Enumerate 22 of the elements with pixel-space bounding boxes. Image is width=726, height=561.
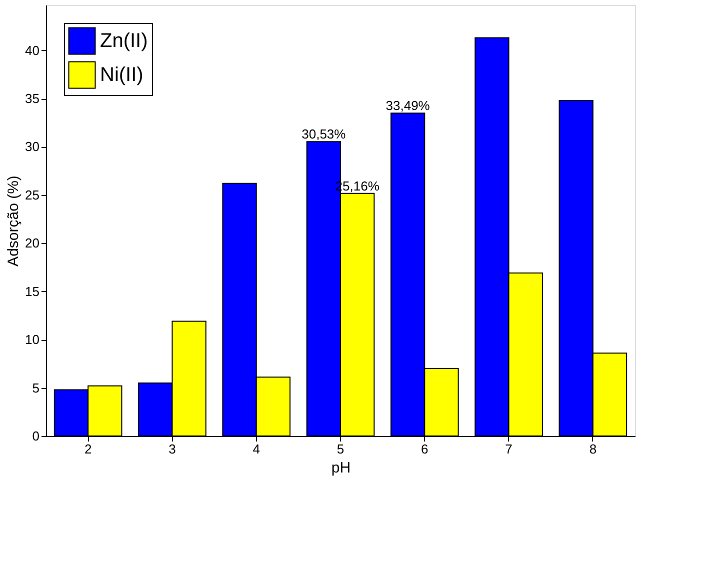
legend-label: Zn(II) [100,30,148,52]
y-tick-label: 15 [25,284,40,299]
y-tick-label: 40 [25,42,40,58]
y-tick-label: 35 [25,91,40,106]
y-tick-label: 20 [25,236,40,251]
data-label: 33,49% [386,98,430,114]
y-tick-label: 0 [32,428,40,444]
x-tick-label: 8 [589,442,597,456]
x-tick-label: 4 [252,442,260,456]
data-label: 30,53% [302,126,346,142]
y-tick-label: 5 [32,380,40,396]
y-tick-label: 10 [25,332,40,348]
x-tick-label: 2 [84,442,92,456]
y-tick-label: 25 [25,187,40,202]
x-tick-label: 7 [505,442,512,456]
legend-label: Ni(II) [100,64,144,86]
x-axis-title: pH [331,460,351,476]
y-axis-title: Adsorção (%) [5,176,22,266]
x-tick-label: 5 [336,442,344,456]
x-tick-label: 3 [168,442,176,456]
x-tick-label: 6 [421,442,428,456]
y-tick-label: 30 [25,139,40,154]
